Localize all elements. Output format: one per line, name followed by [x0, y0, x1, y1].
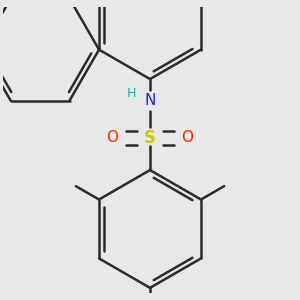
- Text: O: O: [182, 130, 194, 146]
- Text: H: H: [127, 87, 136, 100]
- Text: N: N: [144, 93, 156, 108]
- Text: S: S: [144, 129, 156, 147]
- Text: O: O: [106, 130, 119, 146]
